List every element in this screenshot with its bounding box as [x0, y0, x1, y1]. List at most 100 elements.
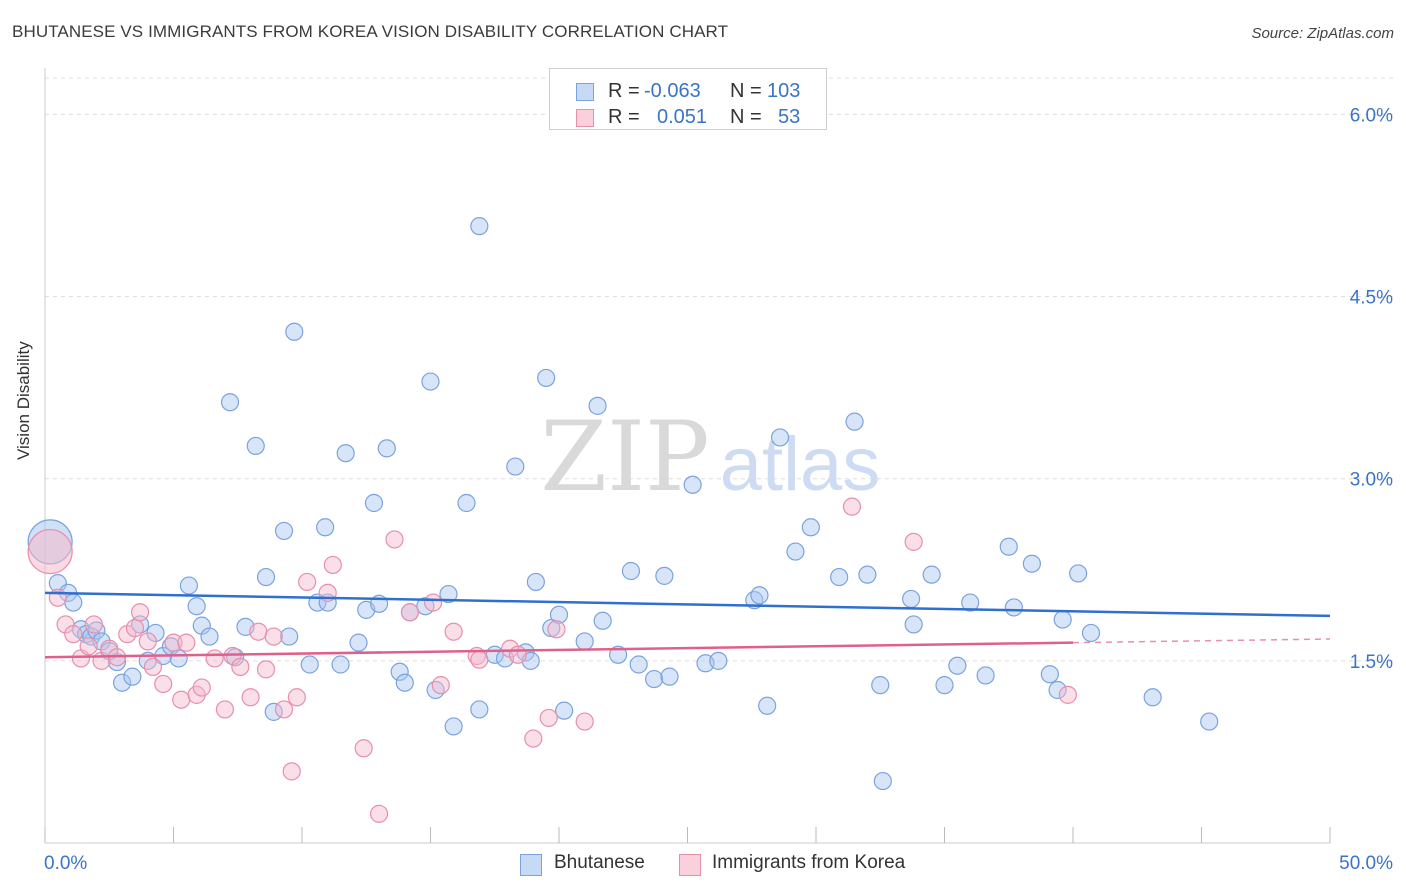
point-bhutanese — [609, 645, 628, 664]
stats-r-label: R = — [608, 80, 640, 102]
point-bhutanese — [64, 593, 83, 612]
point-bhutanese — [316, 518, 335, 537]
point-bhutanese — [683, 475, 702, 494]
watermark: ZIP atlas — [540, 401, 880, 513]
point-bhutanese — [390, 662, 409, 681]
point-bhutanese — [426, 680, 445, 700]
point-bhutanese — [1069, 564, 1088, 583]
point-korea — [125, 618, 145, 638]
point-korea — [154, 674, 173, 694]
point-korea — [400, 603, 420, 622]
point-bhutanese — [871, 676, 890, 695]
point-korea — [264, 627, 283, 646]
stats-swatch-korea — [576, 109, 594, 127]
point-bhutanese — [549, 605, 569, 624]
point-bhutanese — [644, 669, 664, 689]
point-korea — [423, 593, 443, 612]
point-korea — [143, 657, 163, 677]
point-bhutanese — [593, 611, 612, 630]
stats-n-label: N = — [730, 106, 762, 128]
point-bhutanese — [786, 542, 805, 561]
point-korea — [539, 708, 558, 728]
point-korea — [241, 688, 260, 707]
trend-line-bhutanese — [44, 591, 1331, 618]
point-bhutanese — [300, 655, 319, 674]
point-bhutanese — [220, 393, 240, 412]
point-bhutanese — [588, 396, 607, 415]
point-bhutanese — [922, 565, 941, 584]
point-bhutanese — [439, 584, 458, 604]
point-korea — [287, 688, 306, 707]
point-bhutanese — [858, 565, 877, 584]
point-bhutanese — [470, 217, 489, 236]
point-bhutanese — [830, 567, 849, 587]
point-bhutanese — [935, 676, 954, 695]
watermark-atlas: atlas — [720, 422, 881, 507]
point-bhutanese — [280, 627, 299, 646]
watermark-zip: ZIP — [540, 401, 709, 513]
point-bhutanese — [709, 651, 728, 670]
point-bhutanese — [421, 372, 440, 391]
point-bhutanese — [1200, 712, 1219, 731]
point-bhutanese — [770, 428, 790, 447]
point-korea — [177, 633, 196, 652]
point-korea — [508, 645, 527, 664]
point-bhutanese — [901, 589, 921, 609]
trend-line-korea-extension — [1072, 638, 1331, 644]
point-bhutanese — [948, 656, 967, 675]
point-bhutanese — [179, 576, 199, 595]
point-bhutanese — [758, 696, 777, 715]
point-bhutanese — [801, 518, 820, 537]
point-bhutanese — [331, 655, 350, 674]
point-bhutanese — [200, 627, 219, 646]
point-bhutanese — [629, 655, 648, 674]
tick-labels: 1.5% 3.0% 4.5% 6.0% 0.0% 50.0% — [44, 105, 1393, 874]
point-bhutanese — [750, 586, 769, 605]
point-korea — [385, 530, 404, 549]
point-bhutanese — [845, 412, 864, 431]
point-korea — [164, 633, 183, 652]
point-korea — [298, 572, 317, 592]
stats-r-value: -0.063 — [644, 80, 701, 102]
point-bhutanese — [1004, 598, 1023, 617]
point-korea — [130, 603, 150, 622]
point-bhutanese — [377, 439, 396, 458]
point-korea — [79, 637, 98, 656]
point-bhutanese — [961, 593, 980, 612]
point-bhutanese — [246, 436, 265, 456]
point-bhutanese — [555, 701, 574, 720]
legend-label-bhutanese: Bhutanese — [554, 852, 645, 873]
y-tick-label: 4.5% — [1350, 288, 1393, 309]
point-bhutanese — [395, 673, 414, 692]
point-korea — [431, 676, 450, 695]
point-bhutanese — [349, 633, 368, 652]
point-bhutanese — [506, 457, 525, 476]
point-bhutanese — [112, 673, 132, 692]
point-korea — [323, 555, 342, 575]
legend-label-korea: Immigrants from Korea — [712, 852, 906, 873]
point-korea — [27, 528, 73, 575]
point-korea — [842, 497, 862, 516]
point-korea — [547, 620, 566, 639]
point-korea — [56, 615, 75, 634]
x-tick-label: 50.0% — [1339, 853, 1393, 874]
chart-title: BHUTANESE VS IMMIGRANTS FROM KOREA VISIO… — [12, 22, 729, 41]
x-tick-label: 0.0% — [44, 853, 87, 874]
point-korea — [172, 690, 191, 709]
stats-box: R = -0.063 N = 103 R = 0.051 N = 53 — [549, 68, 827, 130]
point-korea — [282, 762, 301, 781]
point-korea — [249, 622, 268, 641]
y-tick-label: 3.0% — [1350, 470, 1393, 491]
point-korea — [904, 532, 923, 551]
trend-line-korea — [44, 641, 1074, 659]
point-korea — [231, 657, 250, 677]
point-bhutanese — [364, 493, 384, 513]
data-points — [27, 217, 1219, 823]
point-bhutanese — [873, 771, 892, 791]
point-bhutanese — [1053, 610, 1072, 629]
stats-r-value: 0.051 — [657, 106, 708, 128]
point-korea — [138, 632, 157, 651]
point-bhutanese — [1143, 688, 1162, 707]
point-bhutanese — [976, 666, 995, 685]
